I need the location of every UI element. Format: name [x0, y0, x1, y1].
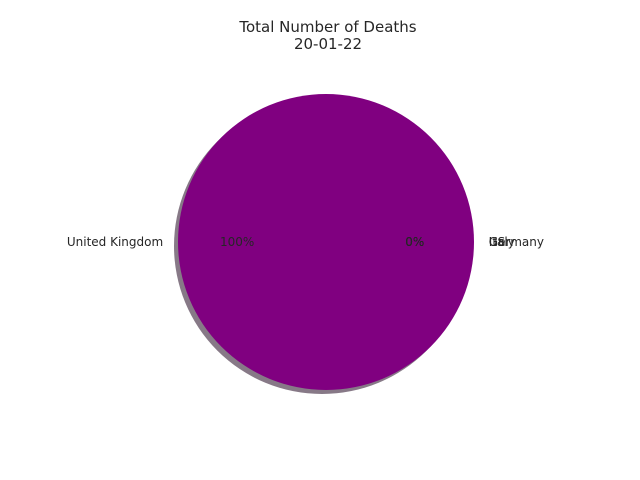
slice-label-2: Italy — [489, 235, 515, 249]
percent-label-3: 0% — [405, 235, 424, 249]
slice-label-1: US — [489, 235, 505, 249]
chart-subtitle: 20-01-22 — [294, 35, 362, 53]
pie-slices — [178, 94, 474, 390]
percent-label-1: 0% — [405, 235, 424, 249]
pie-slice-united-kingdom — [178, 94, 474, 390]
chart-title: Total Number of Deaths — [238, 18, 416, 36]
percent-label-2: 0% — [405, 235, 424, 249]
percent-label-0: 100% — [220, 235, 254, 249]
slice-label-0: United Kingdom — [67, 235, 163, 249]
slice-label-3: Germany — [489, 235, 544, 249]
